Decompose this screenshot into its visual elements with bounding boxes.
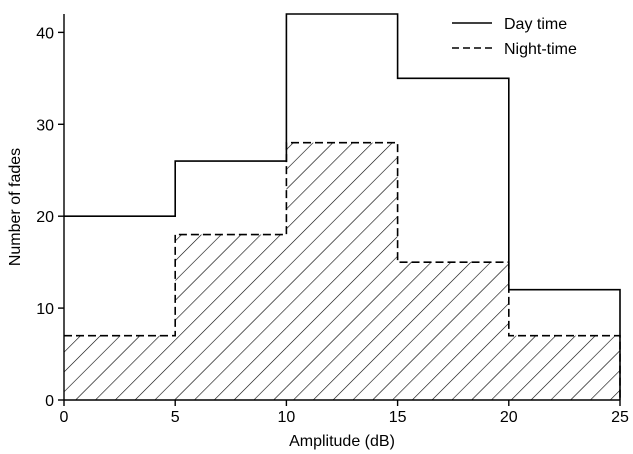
y-tick-label: 40	[36, 25, 54, 42]
night-time-outline	[64, 141, 621, 400]
x-axis-label: Amplitude (dB)	[289, 433, 395, 450]
y-axis-ticks: 0 10 20 30 40	[36, 25, 64, 410]
x-tick-label: 20	[500, 409, 518, 426]
x-tick-label: 5	[171, 409, 180, 426]
day-time-outline	[64, 13, 621, 400]
y-tick-label: 10	[36, 301, 54, 318]
x-tick-label: 10	[278, 409, 296, 426]
legend-night-label: Night-time	[504, 41, 577, 58]
legend-day-label: Day time	[504, 16, 567, 33]
x-tick-label: 0	[60, 409, 69, 426]
x-tick-label: 25	[611, 409, 629, 426]
night-bar	[175, 234, 287, 400]
y-axis-label: Number of fades	[7, 148, 24, 266]
legend: Day time Night-time	[452, 16, 577, 58]
night-bar	[397, 262, 509, 400]
y-tick-label: 30	[36, 117, 54, 134]
night-bar	[64, 335, 176, 400]
x-tick-label: 15	[389, 409, 407, 426]
night-bar	[508, 335, 620, 400]
plot-area	[64, 13, 621, 400]
x-axis-ticks: 0 5 10 15 20 25	[60, 400, 629, 426]
y-tick-label: 20	[36, 209, 54, 226]
y-tick-label: 0	[45, 393, 54, 410]
night-bar	[286, 142, 398, 400]
